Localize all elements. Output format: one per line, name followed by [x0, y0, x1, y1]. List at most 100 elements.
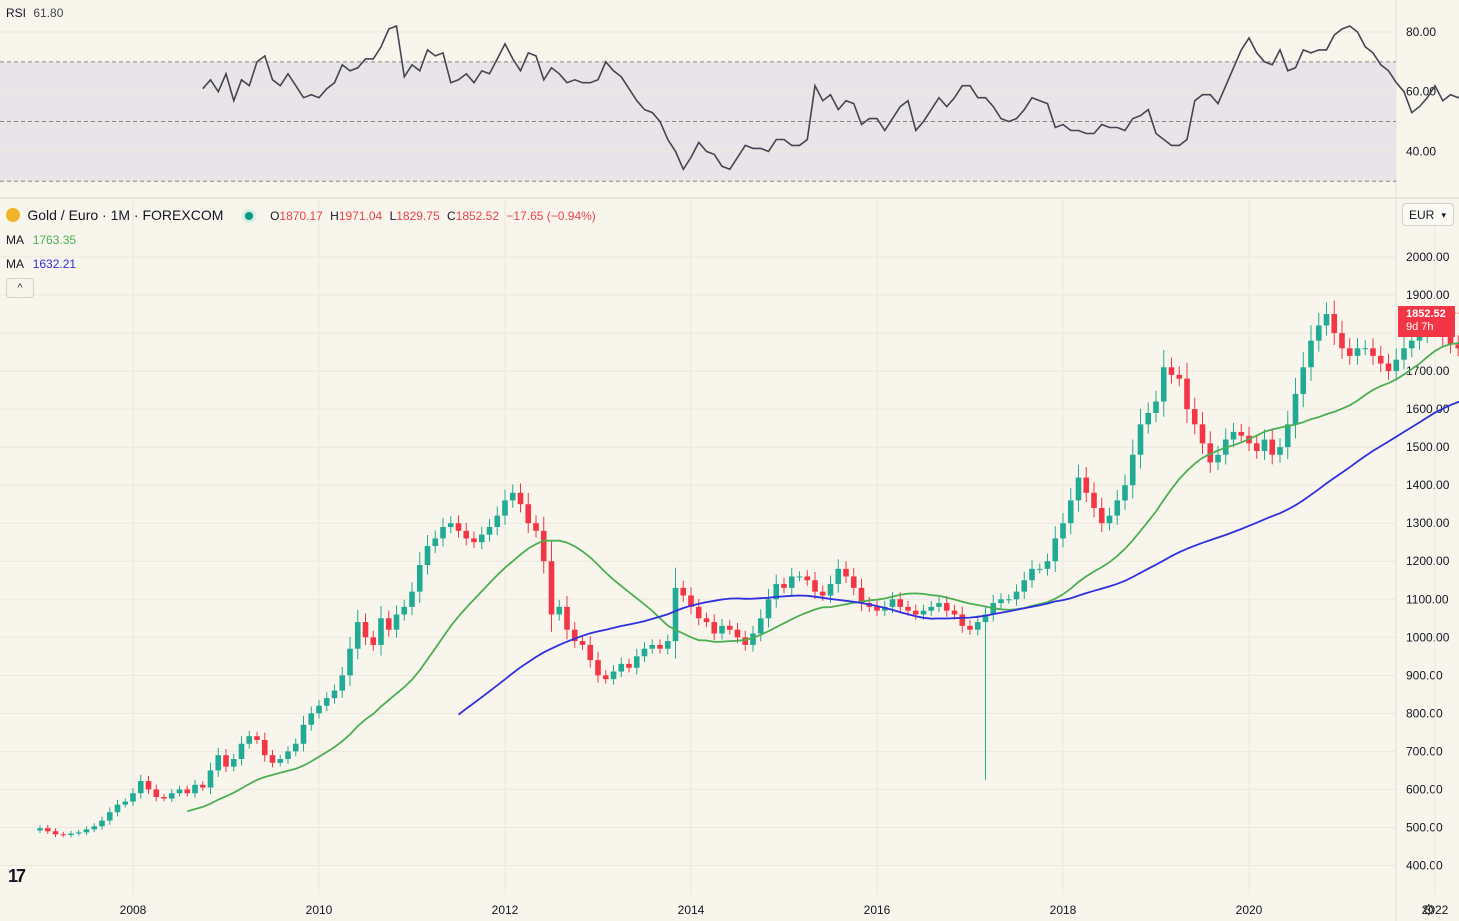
gear-icon[interactable]: ⚙ — [1422, 902, 1436, 919]
candle-body — [1191, 409, 1198, 425]
candle-body — [1153, 401, 1159, 413]
candle-body — [1253, 443, 1260, 451]
candle-body — [122, 801, 129, 805]
candle-body — [781, 584, 787, 588]
candle-body — [1385, 363, 1392, 372]
candle-body — [1029, 568, 1035, 581]
price-tick-label: 500.00 — [1406, 820, 1443, 834]
symbol-legend[interactable]: Gold / Euro · 1M · FOREXCOM O1870.17 H19… — [6, 207, 596, 223]
time-tick-label: 2022 — [1422, 903, 1449, 917]
candle-body — [920, 610, 927, 615]
candle-body — [843, 568, 849, 577]
candle-body — [223, 755, 229, 767]
candle-body — [409, 591, 415, 607]
chevron-down-icon: ▾ — [1441, 210, 1446, 220]
candle-body — [1370, 348, 1376, 356]
candle-body — [579, 641, 586, 645]
rsi-tick-label: 40.00 — [1406, 144, 1436, 158]
candle-body — [1098, 507, 1105, 524]
candle-body — [254, 736, 260, 740]
price-tick-label: 600.00 — [1406, 782, 1443, 796]
candle-body — [261, 739, 268, 756]
candle-body — [688, 595, 694, 607]
candle-body — [974, 622, 981, 630]
candle-body — [951, 610, 958, 615]
candle-body — [680, 587, 687, 596]
candle-body — [517, 492, 524, 505]
ma2-label: MA — [6, 257, 24, 271]
candle-body — [354, 622, 361, 649]
candle-body — [1215, 454, 1221, 463]
candle-body — [1284, 424, 1291, 448]
currency-button[interactable]: EUR ▾ — [1402, 203, 1454, 226]
candle-body — [664, 641, 671, 649]
time-tick-label: 2020 — [1236, 903, 1263, 917]
candle-body — [1315, 325, 1322, 341]
price-tick-label: 800.00 — [1406, 706, 1443, 720]
candle-body — [192, 784, 198, 794]
tradingview-logo-icon[interactable]: 17 — [8, 866, 26, 886]
candle-body — [936, 603, 942, 607]
candle-body — [1184, 378, 1190, 410]
candle-body — [416, 565, 423, 592]
time-tick-label: 2008 — [120, 903, 147, 917]
candle-body — [424, 546, 431, 566]
candle-body — [1277, 447, 1283, 455]
candle-body — [1052, 538, 1059, 562]
price-tick-label: 700.00 — [1406, 744, 1443, 758]
candle-body — [998, 599, 1004, 604]
time-tick-label: 2012 — [492, 903, 519, 917]
candle-body — [370, 637, 377, 645]
candle-body — [711, 622, 718, 634]
candle-body — [269, 755, 276, 763]
candle-body — [401, 606, 408, 615]
candle-body — [1230, 431, 1237, 440]
candle-body — [742, 637, 749, 645]
candle-body — [339, 675, 346, 691]
price-tick-label: 1200.00 — [1406, 554, 1450, 568]
candle-body — [455, 523, 462, 531]
candle-body — [788, 576, 795, 588]
ohlc-open: O1870.17 — [270, 209, 323, 223]
price-tick-label: 400.00 — [1406, 858, 1443, 872]
candle-body — [587, 644, 594, 661]
candle-body — [734, 629, 741, 638]
candle-body — [1091, 492, 1097, 508]
gold-coin-icon — [6, 208, 20, 222]
candle-body — [207, 770, 214, 788]
candle-body — [316, 705, 322, 714]
candle-body — [1362, 348, 1369, 350]
candle-body — [215, 755, 222, 771]
candle-body — [184, 789, 191, 794]
rsi-value: 61.80 — [33, 6, 64, 20]
candle-body — [347, 648, 353, 676]
ma1-legend[interactable]: MA 1763.35 — [6, 233, 76, 247]
candle-body — [703, 618, 710, 623]
symbol-title: Gold / Euro · 1M · FOREXCOM — [27, 207, 224, 223]
candle-body — [1447, 336, 1454, 345]
candle-body — [905, 606, 911, 611]
collapse-legend-button[interactable]: ^ — [6, 278, 34, 298]
candle-body — [378, 618, 384, 645]
candle-body — [486, 527, 493, 535]
candle-body — [850, 576, 857, 588]
ma1-label: MA — [6, 233, 24, 247]
candle-body — [1075, 477, 1082, 501]
candle-body — [765, 599, 772, 619]
candle-body — [525, 504, 532, 524]
candle-body — [285, 751, 291, 759]
price-tick-label: 1700.00 — [1406, 364, 1450, 378]
candle-body — [959, 614, 966, 626]
candle-body — [556, 606, 563, 615]
ohlc-high: H1971.04 — [330, 209, 383, 223]
price-tick-label: 1500.00 — [1406, 440, 1450, 454]
candle-body — [1455, 344, 1459, 349]
candle-body — [471, 538, 477, 543]
candle-body — [323, 698, 330, 706]
candle-body — [540, 530, 547, 562]
candle-body — [1207, 443, 1214, 463]
ma2-legend[interactable]: MA 1632.21 — [6, 257, 76, 271]
candle-body — [1060, 523, 1066, 539]
candle-body — [1308, 340, 1314, 368]
